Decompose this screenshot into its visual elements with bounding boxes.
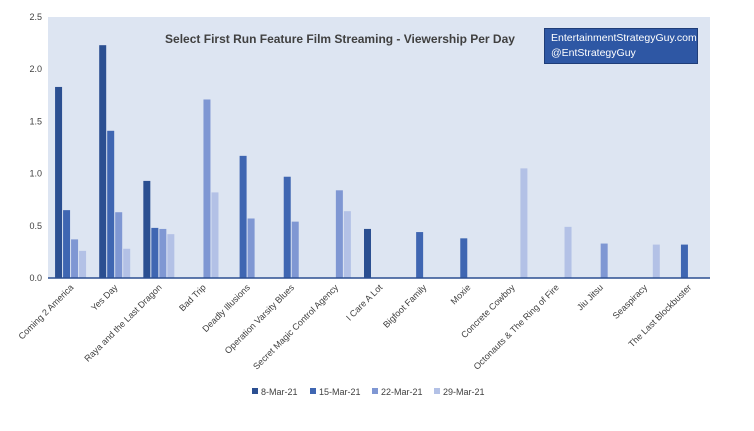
bar-22-mar-21: [71, 239, 79, 278]
bar-15-mar-21: [416, 232, 424, 278]
x-tick-label: Jiu Jitsu: [575, 282, 605, 312]
bar-22-mar-21: [247, 218, 255, 278]
bar-22-mar-21: [600, 243, 608, 278]
bar-29-mar-21: [211, 192, 219, 278]
bar-29-mar-21: [123, 248, 131, 278]
bar-15-mar-21: [680, 244, 688, 278]
branding-website: EntertainmentStrategyGuy.com: [551, 32, 697, 44]
x-tick-label: Coming 2 America: [16, 282, 75, 341]
bar-22-mar-21: [291, 221, 299, 278]
x-tick-label: Octonauts & The Ring of Fire: [472, 282, 561, 371]
y-tick-label: 2.5: [29, 12, 42, 22]
bar-8-mar-21: [99, 45, 107, 278]
legend-label: 29-Mar-21: [443, 387, 485, 397]
bar-29-mar-21: [167, 234, 175, 278]
branding-box: EntertainmentStrategyGuy.com @EntStrateg…: [544, 28, 698, 64]
bar-22-mar-21: [115, 212, 123, 278]
bar-22-mar-21: [159, 228, 167, 278]
x-tick-label: Bigfoot Family: [381, 282, 429, 330]
legend-swatch: [434, 388, 440, 394]
y-tick-label: 2.0: [29, 64, 42, 74]
bar-15-mar-21: [283, 176, 291, 278]
x-tick-label: Raya and the Last Dragon: [82, 282, 163, 363]
bar-15-mar-21: [151, 227, 159, 278]
bar-15-mar-21: [239, 155, 247, 278]
bar-8-mar-21: [143, 180, 151, 278]
x-tick-label: Yes Day: [89, 282, 120, 313]
x-tick-label: I Care A Lot: [344, 282, 385, 323]
branding-handle: @EntStrategyGuy: [551, 47, 636, 59]
x-tick-label: Secret Magic Control Agency: [251, 282, 340, 371]
legend: 8-Mar-21 15-Mar-21 22-Mar-21 29-Mar-21: [252, 387, 485, 397]
legend-label: 8-Mar-21: [261, 387, 298, 397]
bar-22-mar-21: [203, 99, 211, 278]
bar-29-mar-21: [343, 211, 351, 278]
chart-title: Select First Run Feature Film Streaming …: [165, 32, 515, 46]
x-tick-label: Moxie: [449, 282, 473, 306]
x-tick-label: Bad Trip: [177, 282, 208, 313]
bar-29-mar-21: [520, 168, 528, 278]
bar-29-mar-21: [564, 226, 572, 278]
legend-label: 22-Mar-21: [381, 387, 423, 397]
legend-label: 15-Mar-21: [319, 387, 361, 397]
bar-8-mar-21: [364, 228, 371, 278]
bar-29-mar-21: [79, 250, 87, 278]
legend-swatch: [310, 388, 316, 394]
y-tick-label: 0.5: [29, 221, 42, 231]
bar-29-mar-21: [652, 244, 660, 278]
bar-series-group: [55, 45, 688, 278]
y-tick-label: 0.0: [29, 273, 42, 283]
y-tick-label: 1.5: [29, 116, 42, 126]
x-tick-label: Seaspiracy: [611, 282, 650, 321]
bar-15-mar-21: [460, 238, 468, 278]
bar-8-mar-21: [55, 86, 63, 278]
y-axis-ticks: 0.0 0.5 1.0 1.5 2.0 2.5: [29, 12, 42, 283]
legend-swatch: [372, 388, 378, 394]
bar-15-mar-21: [63, 210, 71, 278]
y-tick-label: 1.0: [29, 169, 42, 179]
legend-swatch: [252, 388, 258, 394]
bar-15-mar-21: [107, 130, 115, 278]
bar-22-mar-21: [335, 190, 343, 278]
